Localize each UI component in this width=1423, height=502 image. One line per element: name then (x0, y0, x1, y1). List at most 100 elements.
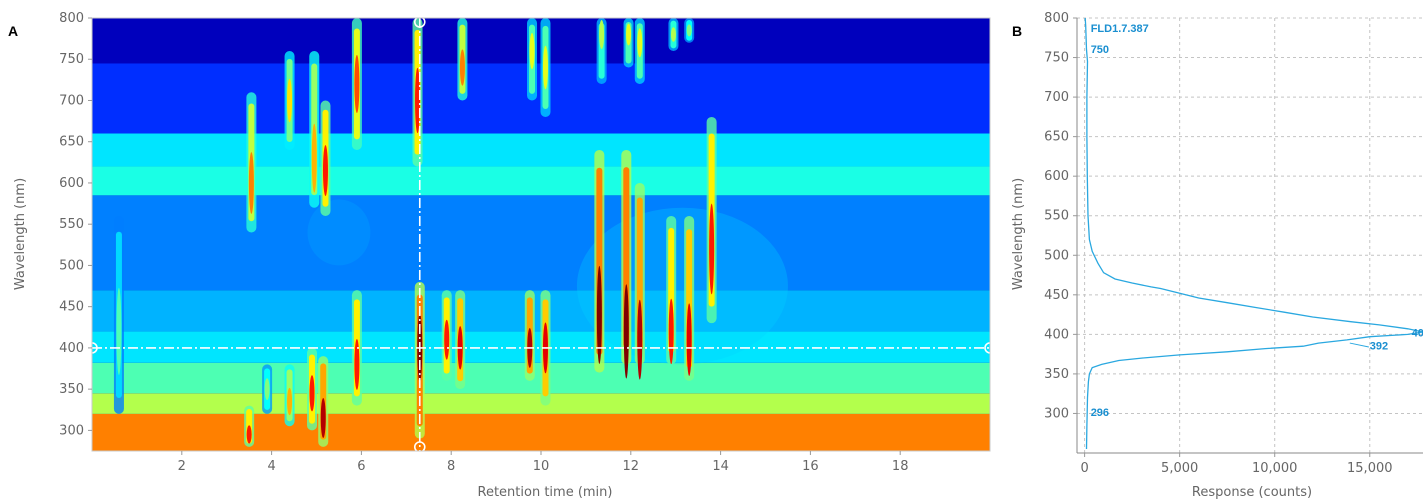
heatmap-peak (540, 18, 551, 117)
peak-core (529, 32, 535, 70)
peak-core (596, 265, 602, 364)
y-tick-label: 750 (1044, 51, 1069, 66)
y-tick-label: 800 (59, 11, 84, 26)
peak-core (670, 27, 676, 42)
heatmap-glow-region (576, 207, 788, 365)
heatmap-peak (527, 18, 538, 101)
x-tick-label: 4 (267, 459, 275, 474)
peak-core (309, 375, 315, 412)
peak-core (287, 78, 293, 123)
x-tick-label: 14 (712, 459, 729, 474)
y-tick-label: 400 (1044, 327, 1069, 342)
spectrum-y-ticks: 300 350 400 450 500 550 600 650 700 750 800 (1044, 11, 1077, 421)
y-tick-label: 550 (59, 217, 84, 232)
heatmap-peak (412, 18, 423, 167)
peak-core (415, 67, 421, 134)
x-tick-label: 12 (623, 459, 640, 474)
heatmap-peak (441, 290, 452, 381)
y-tick-label: 350 (59, 382, 84, 397)
x-tick-label: 15,000 (1347, 461, 1393, 476)
heatmap-peak (684, 18, 695, 43)
heatmap-peak (113, 215, 124, 414)
x-tick-label: 16 (802, 459, 819, 474)
y-tick-label: 700 (59, 93, 84, 108)
spectrum-grid (1077, 17, 1423, 453)
peak-core (668, 298, 674, 365)
spectrum-annotation: 392 (1370, 340, 1388, 352)
peak-core (354, 338, 360, 390)
heatmap-peak (318, 356, 329, 447)
y-tick-label: 350 (1044, 367, 1069, 382)
heatmap-x-axis-label: Retention time (min) (478, 485, 613, 500)
peak-core (686, 303, 692, 376)
peak-core (444, 319, 450, 360)
heatmap-peak (307, 347, 318, 431)
heatmap-band (92, 195, 990, 291)
spectrum-annotation: FLD1.7.387 (1091, 23, 1149, 35)
heatmap-peak (351, 290, 362, 406)
heatmap-peak (621, 149, 632, 379)
spectrum-annotations: FLD1.7.387 750 392 403 296 (1091, 23, 1423, 419)
peak-core (626, 23, 632, 46)
heatmap-band (92, 413, 990, 451)
y-tick-label: 400 (59, 341, 84, 356)
panel-b-letter: B (1012, 23, 1022, 39)
heatmap-y-ticks: 300 350 400 450 500 550 600 650 700 750 800 (59, 11, 92, 438)
heatmap-peak (351, 18, 362, 150)
heatmap-panel: A 2 4 6 8 10 12 14 16 18 300 350 400 450 500 550 600 65… (8, 11, 996, 500)
x-tick-label: 8 (447, 459, 455, 474)
y-tick-label: 500 (59, 258, 84, 273)
peak-core (320, 398, 326, 438)
x-tick-label: 10,000 (1252, 461, 1298, 476)
y-tick-label: 600 (59, 176, 84, 191)
crosshair-handle (413, 16, 426, 28)
heatmap-peak (634, 18, 645, 84)
heatmap-peak (244, 405, 255, 447)
x-tick-label: 6 (357, 459, 365, 474)
x-tick-label: 2 (178, 459, 186, 474)
peak-core (623, 284, 629, 379)
x-tick-label: 10 (533, 459, 550, 474)
peak-core (599, 19, 605, 50)
peak-core (322, 145, 328, 196)
x-tick-label: 5,000 (1161, 461, 1198, 476)
x-tick-label: 0 (1080, 461, 1088, 476)
spectrum-arrow (1349, 342, 1369, 348)
peak-core (709, 203, 715, 295)
panel-a-letter: A (8, 23, 18, 39)
y-tick-label: 600 (1044, 169, 1069, 184)
y-tick-label: 800 (1044, 11, 1069, 26)
heatmap-peak (596, 18, 607, 84)
y-tick-label: 550 (1044, 209, 1069, 224)
heatmap-peak (455, 290, 466, 390)
spectrum-axes (1076, 18, 1423, 454)
peak-core (686, 24, 692, 37)
y-tick-label: 300 (1044, 406, 1069, 421)
y-tick-label: 750 (59, 52, 84, 67)
peak-core (246, 425, 252, 444)
peak-core (116, 287, 122, 375)
heatmap-peak (634, 182, 645, 380)
heatmap-peak (524, 290, 535, 381)
y-tick-label: 450 (59, 300, 84, 315)
heatmap-peak (594, 149, 605, 373)
spectrum-x-axis-label: Response (counts) (1192, 485, 1312, 500)
heatmap-peak (320, 100, 331, 216)
heatmap-peaks (113, 18, 717, 447)
heatmap-peak (284, 50, 295, 150)
heatmap-peak (262, 364, 273, 414)
heatmap-peak (668, 18, 679, 51)
peak-core (637, 28, 643, 58)
heatmap-peak (666, 215, 677, 365)
spectrum-annotation: 750 (1091, 44, 1109, 56)
peak-core (354, 54, 360, 114)
peak-core (637, 299, 643, 380)
peak-core (264, 378, 270, 401)
y-tick-label: 450 (1044, 288, 1069, 303)
heatmap-peak (684, 215, 695, 381)
heatmap-band (92, 133, 990, 167)
peak-core (248, 152, 254, 214)
peak-core (542, 45, 548, 90)
spectrum-panel: B FLD1.7.387 750 392 403 296 0 5,000 10,000 15,… (1011, 11, 1423, 500)
